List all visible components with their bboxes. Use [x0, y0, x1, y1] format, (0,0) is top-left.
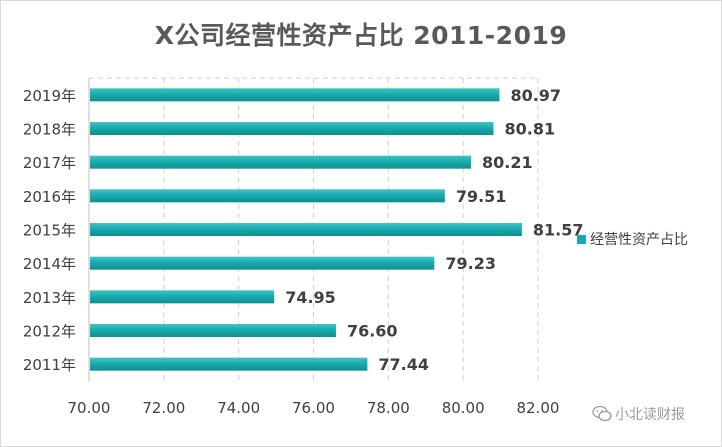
y-category-label: 2019年: [23, 87, 76, 105]
legend: 经营性资产占比: [577, 229, 688, 249]
data-label: 81.57: [533, 221, 584, 240]
y-category-label: 2015年: [23, 222, 76, 240]
x-tick-label: 72.00: [142, 399, 185, 417]
x-tick-label: 74.00: [217, 399, 260, 417]
data-label: 80.81: [504, 120, 555, 139]
legend-swatch: [577, 235, 586, 244]
bar: [90, 223, 522, 236]
data-label: 77.44: [378, 355, 429, 374]
data-label: 80.21: [482, 153, 533, 172]
y-category-label: 2018年: [23, 121, 76, 139]
y-category-label: 2014年: [23, 255, 76, 273]
y-category-label: 2013年: [23, 289, 76, 307]
chart-title: X公司经营性资产占比 2011-2019: [154, 21, 568, 50]
data-label: 74.95: [285, 288, 336, 307]
bar: [90, 324, 336, 337]
x-tick-label: 76.00: [292, 399, 335, 417]
watermark: 小北读财报: [592, 404, 685, 424]
watermark-text: 小北读财报: [615, 407, 685, 423]
x-tick-label: 70.00: [68, 399, 111, 417]
data-label: 79.51: [456, 187, 507, 206]
bar: [90, 88, 500, 102]
data-label: 76.60: [347, 322, 398, 341]
y-category-label: 2017年: [23, 154, 76, 172]
data-label: 79.23: [445, 254, 496, 273]
legend-label: 经营性资产占比: [590, 232, 688, 248]
y-category-label: 2011年: [23, 356, 76, 374]
bar: [90, 256, 435, 270]
bar: [90, 357, 368, 371]
x-tick-label: 80.00: [442, 399, 485, 417]
bar: [90, 122, 494, 135]
x-tick-label: 82.00: [517, 399, 560, 417]
y-category-label: 2012年: [23, 323, 76, 341]
wechat-icon: [592, 405, 612, 422]
x-tick-label: 78.00: [367, 399, 410, 417]
y-category-label: 2016年: [23, 188, 76, 206]
bar: [90, 189, 445, 203]
bar: [90, 290, 275, 304]
data-label: 80.97: [510, 86, 561, 105]
bar: [90, 155, 472, 169]
